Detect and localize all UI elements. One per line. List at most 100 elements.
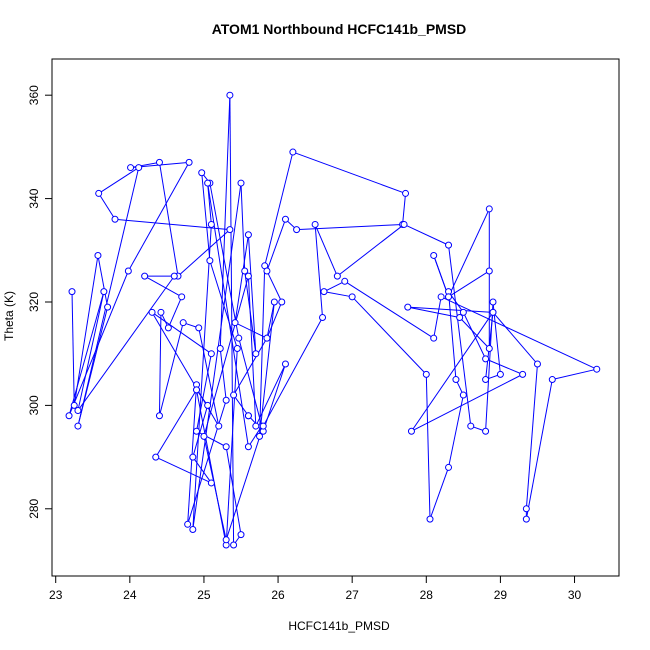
data-point (68, 288, 76, 296)
data-point (496, 370, 504, 378)
series-segment (219, 348, 227, 401)
data-point (445, 241, 453, 249)
data-point (281, 215, 289, 223)
series-segment (98, 167, 139, 194)
data-point (189, 525, 197, 533)
data-point (70, 401, 78, 409)
data-point (222, 396, 230, 404)
plot-frame (51, 58, 620, 577)
series-segment (448, 394, 464, 468)
x-tick-label: 29 (494, 588, 508, 602)
data-point (94, 251, 102, 259)
series-segment (207, 183, 249, 447)
series-segment (151, 311, 212, 355)
data-point (263, 267, 271, 275)
data-point (548, 376, 556, 384)
data-point (459, 391, 467, 399)
data-point (237, 531, 245, 539)
series-segment (177, 229, 231, 277)
data-point (230, 391, 238, 399)
series-segment (225, 425, 264, 540)
data-point (222, 443, 230, 451)
series-segment (448, 245, 472, 427)
data-point (482, 376, 490, 384)
series-segment (203, 436, 227, 540)
series-segment (192, 456, 212, 484)
series-segment (402, 193, 407, 225)
series-segment (266, 270, 283, 303)
data-point (407, 427, 415, 435)
series-segment (77, 167, 140, 427)
data-point (489, 298, 497, 306)
data-point (179, 319, 187, 327)
y-tick-label: 300 (27, 395, 41, 415)
series-segment (77, 291, 105, 411)
data-point (193, 386, 201, 394)
series-segment (209, 182, 240, 339)
y-tick-label: 360 (27, 85, 41, 105)
series-segment (219, 95, 231, 349)
series-segment (240, 183, 246, 271)
series-segment (73, 255, 99, 406)
data-point (74, 407, 82, 415)
data-point (445, 463, 453, 471)
series-segment (552, 368, 597, 381)
data-point (104, 303, 112, 311)
data-point (522, 505, 530, 513)
data-point (148, 308, 156, 316)
data-point (244, 272, 252, 280)
data-point (207, 220, 215, 228)
series-segment (71, 291, 75, 406)
data-point (206, 257, 214, 265)
series-points (65, 91, 601, 549)
data-point (141, 272, 149, 280)
data-point (278, 298, 286, 306)
data-point (193, 427, 201, 435)
data-point (341, 277, 349, 285)
series-segment (98, 193, 116, 220)
series-segment (407, 306, 460, 318)
data-point (233, 345, 241, 353)
data-point (348, 293, 356, 301)
data-point (95, 189, 103, 197)
data-point (230, 541, 238, 549)
series-segment (127, 162, 190, 272)
series-segment (337, 224, 405, 277)
data-point (404, 303, 412, 311)
series-segment (262, 317, 323, 427)
data-point (164, 324, 172, 332)
data-point (485, 267, 493, 275)
data-point (489, 308, 497, 316)
y-axis-label: Theta (K) (2, 291, 16, 341)
series-segment (407, 306, 494, 313)
x-axis-label: HCFC141b_PMSD (288, 619, 390, 633)
series-segment (158, 162, 179, 277)
series-segment (247, 234, 257, 354)
data-point (320, 288, 328, 296)
data-point (127, 164, 135, 172)
series-segment (314, 224, 324, 318)
series-segment (425, 374, 431, 520)
data-point (333, 272, 341, 280)
series-segment (192, 405, 209, 458)
x-tick-label: 23 (49, 588, 63, 602)
data-point (244, 231, 252, 239)
data-point (215, 422, 223, 430)
data-point (289, 148, 297, 156)
data-point (74, 422, 82, 430)
series-segment (411, 373, 523, 432)
series-segment (201, 172, 211, 261)
data-point (244, 443, 252, 451)
series-segment (459, 317, 490, 349)
series-segment (158, 312, 162, 416)
data-point (111, 215, 119, 223)
series-segment (448, 291, 457, 380)
data-point (170, 272, 178, 280)
series-segment (247, 276, 257, 427)
data-point (437, 293, 445, 301)
data-point (204, 401, 212, 409)
data-point (259, 422, 267, 430)
data-point (178, 293, 186, 301)
series-segment (225, 348, 238, 546)
